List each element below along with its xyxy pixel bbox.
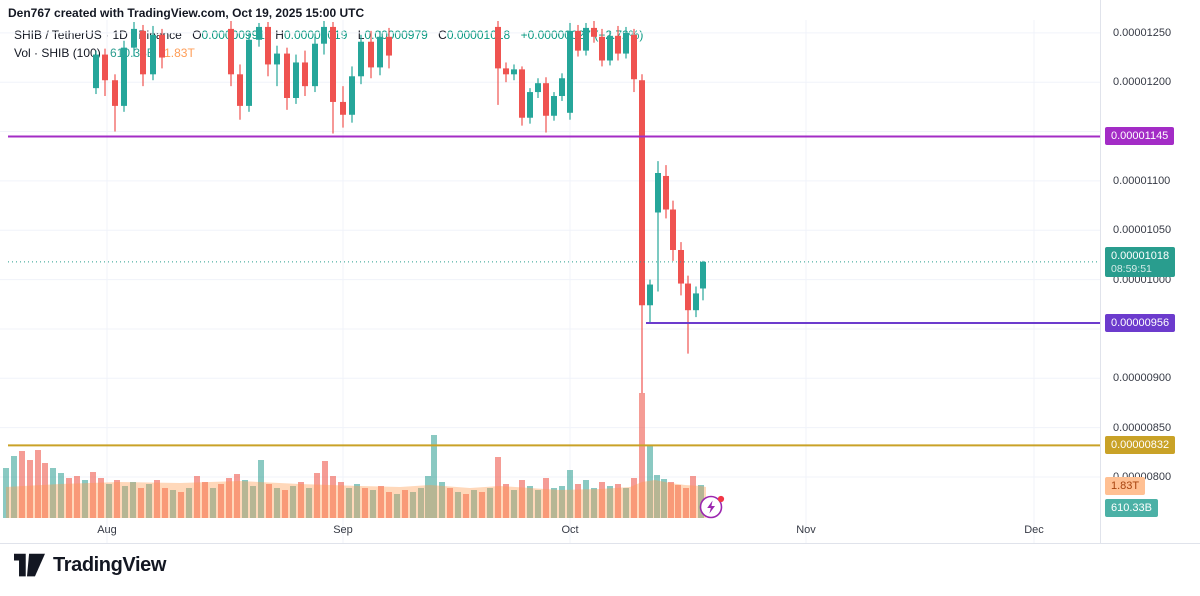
attribution-text: Den767 created with TradingView.com, Oct… (8, 6, 365, 20)
time-axis-label: Nov (796, 524, 816, 536)
time-axis-label: Oct (561, 524, 579, 536)
level-badge-956: 0.00000956 (1105, 314, 1176, 333)
price-tick-label: 0.00001250 (1113, 26, 1172, 39)
price-tick-label: 0.00001200 (1113, 76, 1172, 89)
volume-ma-badge: 1.83T (1105, 477, 1146, 495)
symbol-title: SHIB / TetherUS · 1D · Binance (14, 28, 182, 42)
chart-canvas[interactable] (0, 0, 1100, 543)
time-axis-label: Dec (1024, 524, 1044, 536)
volume-indicator-title: Vol · SHIB (100) (14, 46, 101, 60)
lightning-icon (699, 495, 725, 519)
level-badge-832: 0.00000832 (1105, 436, 1176, 455)
price-tick-label: 0.00000900 (1113, 372, 1172, 385)
current-price-badge: 0.00001018 08:59:51 (1105, 246, 1176, 277)
volume-ma-value: 1.83T (164, 46, 195, 60)
time-axis-separator (0, 543, 1200, 544)
volume-value-badge: 610.33B (1105, 499, 1158, 517)
price-tick-label: 0.00000850 (1113, 421, 1172, 434)
price-tick-label: 0.00001050 (1113, 224, 1172, 237)
tradingview-logo-text: TradingView (53, 554, 167, 576)
flash-events-button[interactable] (697, 491, 727, 521)
time-axis[interactable]: Aug Sep Oct Nov Dec (0, 0, 1100, 596)
tradingview-logo[interactable]: TradingView (14, 552, 166, 579)
price-tick-label: 0.00001100 (1113, 174, 1171, 187)
tradingview-logo-icon (14, 553, 45, 577)
time-axis-label: Aug (97, 524, 117, 536)
time-axis-label: Sep (333, 524, 353, 536)
ohlc-close: C0.00001018 (438, 28, 511, 42)
level-badge-1145: 0.00001145 (1105, 127, 1175, 146)
price-axis[interactable]: 0.000012500.000012000.000011500.00001100… (1100, 0, 1200, 543)
